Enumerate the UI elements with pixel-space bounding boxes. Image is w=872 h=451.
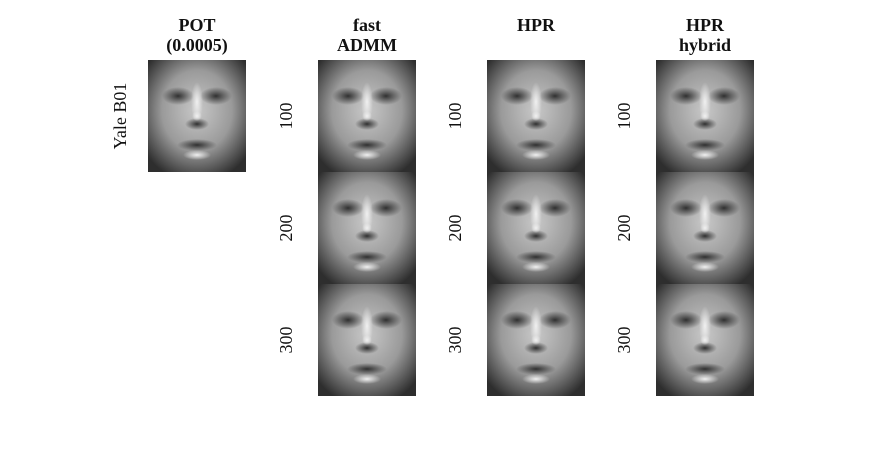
face-image bbox=[318, 284, 416, 396]
row-label: 200 bbox=[614, 215, 634, 242]
column-title: ADMM bbox=[337, 35, 397, 55]
row-label: 100 bbox=[445, 103, 465, 130]
column-title: (0.0005) bbox=[166, 35, 228, 56]
row-label: 100 bbox=[276, 103, 296, 130]
row-label: 300 bbox=[445, 327, 465, 354]
row-label: 300 bbox=[614, 327, 634, 354]
column-title: HPR bbox=[686, 15, 725, 35]
row-label: 100 bbox=[614, 103, 634, 130]
row-label: 200 bbox=[445, 215, 465, 242]
row-label: 300 bbox=[276, 327, 296, 354]
column-title: fast bbox=[353, 15, 381, 35]
face-image bbox=[656, 60, 754, 172]
face-image bbox=[656, 284, 754, 396]
column-title: HPR bbox=[517, 15, 556, 35]
face-image bbox=[148, 60, 246, 172]
dataset-label: Yale B01 bbox=[110, 83, 130, 150]
face-image bbox=[656, 172, 754, 284]
face-image bbox=[487, 60, 585, 172]
face-image bbox=[487, 172, 585, 284]
face-image bbox=[318, 172, 416, 284]
row-label: 200 bbox=[276, 215, 296, 242]
column-title: hybrid bbox=[679, 35, 731, 55]
column-title: POT bbox=[178, 15, 215, 35]
face-image bbox=[318, 60, 416, 172]
face-image bbox=[487, 284, 585, 396]
